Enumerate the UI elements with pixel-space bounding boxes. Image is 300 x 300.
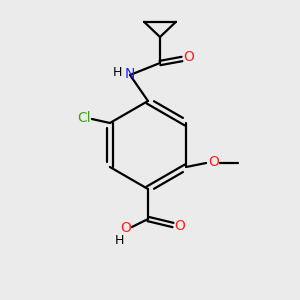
Text: O: O — [121, 221, 131, 235]
Text: O: O — [184, 50, 194, 64]
Text: Cl: Cl — [77, 111, 91, 125]
Text: H: H — [112, 65, 122, 79]
Text: H: H — [114, 235, 124, 248]
Text: O: O — [175, 219, 185, 233]
Text: N: N — [125, 67, 135, 81]
Text: O: O — [209, 155, 220, 169]
